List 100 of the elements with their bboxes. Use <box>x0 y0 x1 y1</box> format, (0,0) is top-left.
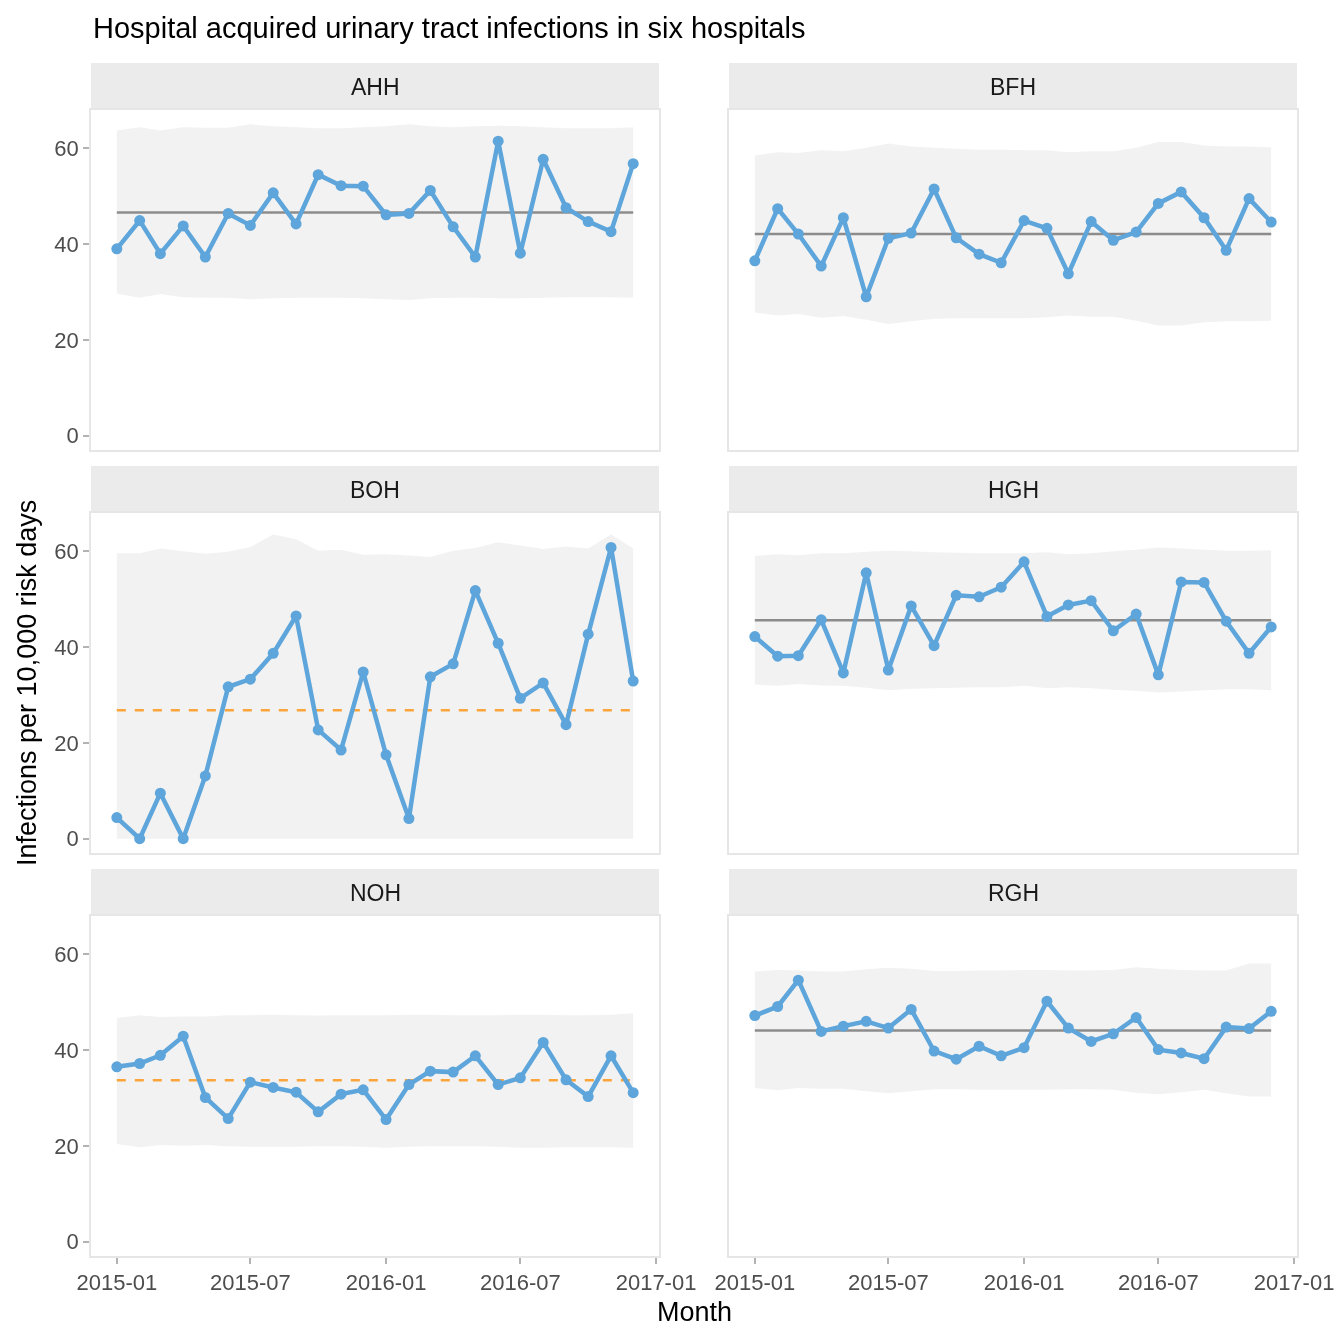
point <box>973 1040 985 1052</box>
point <box>1130 608 1142 620</box>
y-tick-label: 0 <box>66 826 79 852</box>
chart-title: RGH <box>988 880 1040 906</box>
point <box>244 673 256 685</box>
point <box>312 1106 324 1118</box>
point <box>244 1076 256 1088</box>
y-tick-label: 0 <box>66 423 79 449</box>
point <box>1243 193 1255 205</box>
point <box>335 180 347 192</box>
point <box>860 567 872 579</box>
point <box>973 248 985 260</box>
point <box>973 591 985 603</box>
point <box>134 833 146 845</box>
point <box>815 260 827 272</box>
y-tick-label: 0 <box>66 1229 79 1255</box>
point <box>882 1022 894 1034</box>
point <box>403 813 415 825</box>
chart-title: HGH <box>988 477 1040 503</box>
point <box>1175 576 1187 588</box>
chart-title: AHH <box>351 74 400 100</box>
point <box>290 610 302 622</box>
point <box>111 243 123 255</box>
point <box>772 650 784 662</box>
point <box>1130 226 1142 238</box>
point <box>447 221 459 233</box>
y-tick-label: 40 <box>54 634 79 660</box>
point <box>312 724 324 736</box>
point <box>582 216 594 228</box>
point <box>514 692 526 704</box>
point <box>950 1053 962 1065</box>
point <box>492 637 504 649</box>
point <box>560 1074 572 1086</box>
point <box>605 226 617 238</box>
y-tick-label: 20 <box>54 1133 79 1159</box>
x-tick-label: 2015-01 <box>714 1270 796 1296</box>
chart-title: BOH <box>350 477 400 503</box>
point <box>1062 599 1074 611</box>
point <box>749 631 761 643</box>
point <box>749 1010 761 1022</box>
point <box>199 251 211 263</box>
point <box>627 675 639 687</box>
point <box>905 227 917 239</box>
point <box>267 1081 279 1093</box>
x-tick-label: 2015-01 <box>76 1270 158 1296</box>
point <box>1175 186 1187 198</box>
point <box>1107 625 1119 637</box>
chart-title: BFH <box>990 74 1036 100</box>
point <box>995 1050 1007 1062</box>
point <box>1243 1023 1255 1035</box>
point <box>424 671 436 683</box>
point <box>222 681 234 693</box>
x-tick-label: 2016-07 <box>479 1270 561 1296</box>
point <box>154 787 166 799</box>
point <box>134 215 146 227</box>
point <box>154 1049 166 1061</box>
point <box>154 248 166 260</box>
point <box>267 647 279 659</box>
point <box>469 251 481 263</box>
point <box>792 974 804 986</box>
point <box>447 1066 459 1078</box>
point <box>1265 216 1277 228</box>
point <box>1220 1021 1232 1033</box>
point <box>357 180 369 192</box>
y-tick-label: 20 <box>54 730 79 756</box>
point <box>1243 647 1255 659</box>
point <box>1041 995 1053 1007</box>
point <box>749 255 761 267</box>
x-tick-label: 2016-07 <box>1117 1270 1199 1296</box>
point <box>605 1050 617 1062</box>
point <box>605 541 617 553</box>
point <box>380 209 392 221</box>
point <box>1198 1053 1210 1065</box>
point <box>815 1025 827 1037</box>
point <box>792 650 804 662</box>
point <box>1018 215 1030 227</box>
x-axis-title: Month <box>657 1297 733 1327</box>
point <box>492 135 504 147</box>
point <box>537 1036 549 1048</box>
point <box>335 1088 347 1100</box>
point <box>1152 669 1164 681</box>
point <box>1085 216 1097 228</box>
point <box>860 1015 872 1027</box>
point <box>560 202 572 214</box>
point <box>1130 1012 1142 1024</box>
y-tick-label: 20 <box>54 327 79 353</box>
point <box>380 1114 392 1126</box>
point <box>1062 1022 1074 1034</box>
x-tick-label: 2016-01 <box>983 1270 1065 1296</box>
point <box>492 1079 504 1091</box>
point <box>335 744 347 756</box>
point <box>1107 234 1119 246</box>
point <box>905 1003 917 1015</box>
x-tick-label: 2015-07 <box>847 1270 929 1296</box>
point <box>1265 1005 1277 1017</box>
point <box>177 220 189 232</box>
point <box>928 640 940 652</box>
point <box>792 228 804 240</box>
point <box>244 219 256 231</box>
point <box>1018 556 1030 568</box>
